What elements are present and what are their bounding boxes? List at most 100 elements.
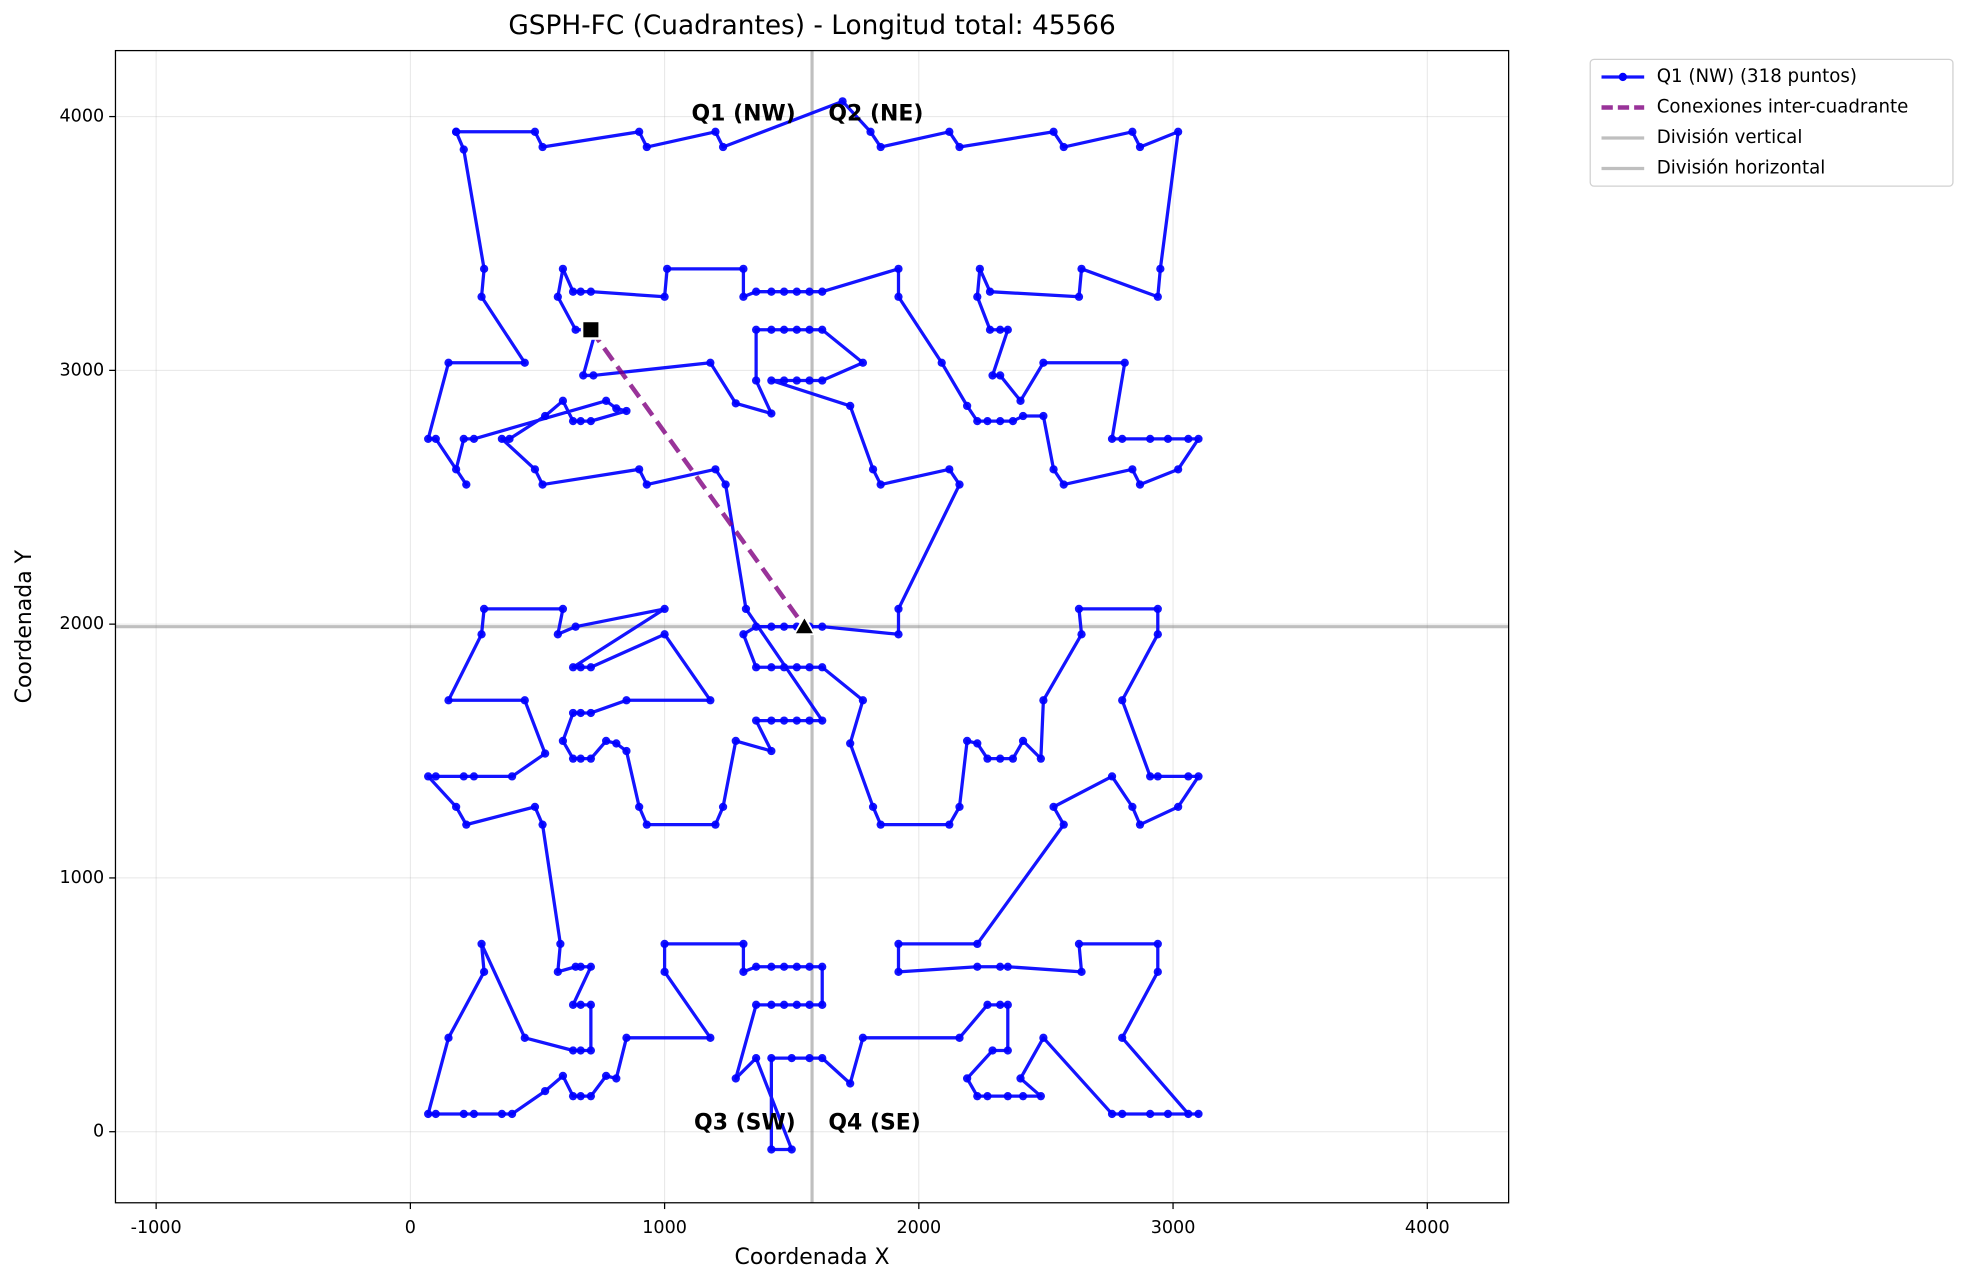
tour-point [767, 746, 776, 756]
tour-point [1153, 967, 1162, 976]
tour-point [586, 287, 596, 296]
tour-point [642, 142, 651, 152]
tour-point [767, 622, 776, 631]
tour-point [1059, 480, 1068, 489]
quadrant-label: Q2 (NE) [828, 102, 923, 127]
tour-point [1059, 820, 1068, 829]
tour-point [739, 939, 748, 949]
tour-point [622, 696, 631, 705]
tour-point [601, 1071, 611, 1081]
tour-point [1194, 434, 1203, 444]
tour-point [540, 411, 550, 421]
tour-point [469, 772, 479, 781]
tour-point [858, 696, 868, 705]
tour-point [1194, 772, 1203, 781]
tour-point [635, 127, 644, 136]
tour-point [751, 1053, 761, 1063]
x-tick-label: 2000 [896, 1218, 941, 1238]
tour-point [1059, 142, 1068, 152]
tour-point [706, 358, 715, 367]
tour-point [876, 142, 885, 152]
tour-point [1074, 604, 1084, 614]
tour-point [459, 772, 468, 781]
tour-point [955, 1033, 964, 1042]
tour-point [635, 802, 644, 812]
tour-point [767, 1145, 776, 1154]
tour-point [973, 292, 982, 301]
tour-point [451, 465, 461, 474]
tour-point [792, 1000, 801, 1009]
tour-point [660, 939, 669, 949]
tour-point [818, 1053, 827, 1063]
tour-point [706, 696, 715, 705]
legend-label: Conexiones inter-cuadrante [1657, 96, 1909, 117]
tour-point [962, 401, 972, 411]
tour-point [983, 416, 992, 426]
tour-point [558, 604, 568, 614]
tour-point [739, 967, 748, 976]
tour-point [876, 820, 885, 829]
tour-point [451, 127, 461, 136]
tour-point [955, 802, 964, 812]
tour-point [568, 754, 578, 763]
tour-point [996, 962, 1005, 971]
tour-point [469, 434, 479, 444]
tour-point [586, 663, 596, 672]
tour-point [767, 376, 776, 385]
tour-point [787, 1145, 796, 1154]
legend-box [1589, 58, 1954, 187]
x-axis-label: Coordenada X [735, 1245, 890, 1270]
tour-point [792, 287, 801, 296]
tour-point [576, 708, 585, 718]
tour-point [520, 358, 529, 367]
tour-point [540, 749, 550, 758]
tour-point [586, 754, 596, 763]
tour-point [955, 480, 964, 489]
tour-point [721, 480, 730, 489]
tour-point [779, 622, 789, 631]
tour-point [983, 1000, 992, 1009]
tour-point [985, 325, 995, 334]
tour-point [894, 967, 903, 976]
y-tick-label: 0 [93, 1122, 104, 1142]
tour-point [576, 663, 585, 672]
tour-point [576, 754, 585, 763]
tour-point [431, 772, 440, 781]
tour-point [937, 358, 946, 367]
tour-point [731, 1074, 740, 1083]
tour-point [586, 1092, 596, 1101]
tour-point [553, 292, 562, 301]
tour-point [1039, 1033, 1048, 1042]
tour-point [751, 325, 761, 334]
tour-point [805, 325, 814, 334]
quadrant-label: Q3 (SW) [694, 1111, 796, 1136]
axes-frame [114, 49, 1510, 1204]
tour-point [858, 1033, 868, 1042]
tour-point [1128, 127, 1137, 136]
tour-point [576, 1092, 585, 1101]
tour-point [505, 434, 514, 444]
tour-point [973, 416, 982, 426]
tour-point [1016, 396, 1025, 405]
tour-point [846, 1079, 855, 1088]
tour-point [462, 820, 471, 829]
tour-point [1184, 434, 1193, 444]
tour-point [767, 962, 776, 971]
tour-point [846, 401, 855, 411]
tour-point [1118, 434, 1127, 444]
tour-point [1049, 465, 1058, 474]
tour-point [945, 127, 954, 136]
tour-point [571, 962, 580, 971]
tour-point [1118, 1109, 1127, 1119]
y-tick-label: 2000 [59, 614, 104, 634]
tour-point [571, 325, 580, 334]
x-tick-label: 3000 [1151, 1218, 1196, 1238]
tour-point [996, 754, 1005, 763]
tour-point [507, 772, 517, 781]
tour-point [792, 376, 801, 385]
y-axis-label: Coordenada Y [12, 549, 37, 703]
tour-point [996, 1000, 1005, 1009]
tour-point [477, 939, 486, 949]
tour-point [556, 939, 565, 949]
y-tick-label: 3000 [59, 360, 104, 380]
